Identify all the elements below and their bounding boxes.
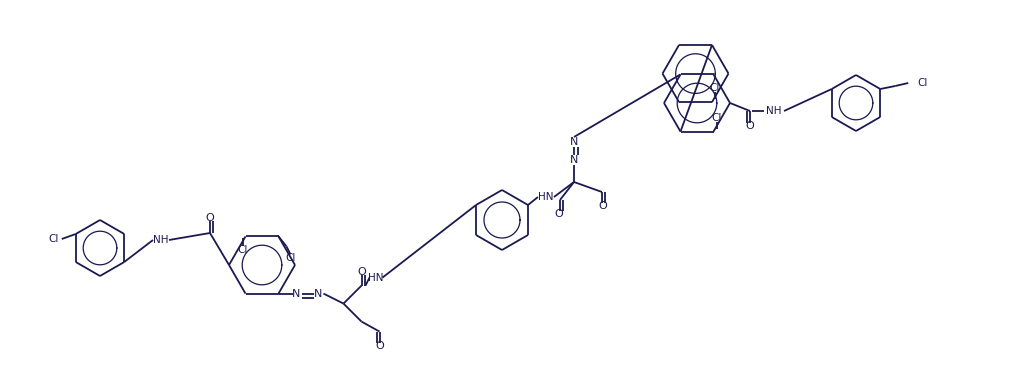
Text: Cl: Cl — [285, 254, 295, 263]
Text: Cl: Cl — [48, 234, 59, 244]
Text: O: O — [376, 340, 384, 351]
Text: Cl: Cl — [711, 112, 721, 123]
Text: N: N — [292, 289, 300, 298]
Text: N: N — [570, 137, 578, 147]
Text: HN: HN — [538, 192, 554, 202]
Text: Cl: Cl — [238, 245, 248, 255]
Text: Cl: Cl — [917, 78, 927, 88]
Text: O: O — [746, 121, 754, 131]
Text: NH: NH — [767, 106, 782, 116]
Text: N: N — [314, 289, 323, 298]
Text: N: N — [570, 155, 578, 165]
Text: NH: NH — [153, 235, 169, 245]
Text: O: O — [555, 209, 563, 219]
Text: O: O — [599, 201, 607, 211]
Text: Cl: Cl — [710, 83, 720, 93]
Text: O: O — [357, 267, 366, 277]
Text: HN: HN — [367, 273, 383, 283]
Text: O: O — [206, 213, 214, 223]
